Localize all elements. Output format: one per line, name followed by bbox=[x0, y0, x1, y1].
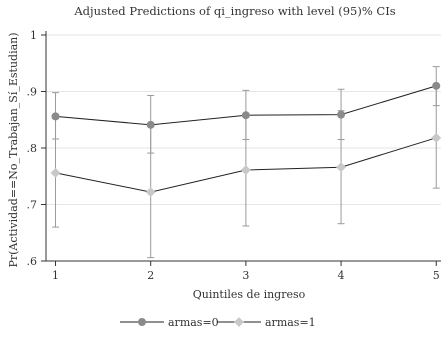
data-point bbox=[431, 132, 442, 143]
y-tick-label: .7 bbox=[27, 199, 38, 212]
chart-title: Adjusted Predictions of qi_ingreso with … bbox=[73, 4, 395, 18]
x-tick-label: 3 bbox=[242, 269, 249, 282]
legend-marker bbox=[138, 318, 146, 326]
y-tick-label: 1 bbox=[30, 29, 37, 42]
x-tick-label: 5 bbox=[433, 269, 440, 282]
y-ticks: .6 .7 .8 .9 1 bbox=[27, 29, 46, 268]
data-point bbox=[240, 165, 251, 175]
legend-label: armas=0 bbox=[168, 316, 219, 329]
x-tick-label: 2 bbox=[147, 269, 154, 282]
x-ticks: 1 2 3 4 5 bbox=[52, 261, 440, 282]
x-axis-label: Quintiles de ingreso bbox=[193, 288, 306, 301]
grid bbox=[46, 34, 441, 262]
x-tick-label: 4 bbox=[338, 269, 345, 282]
y-tick-label: .6 bbox=[27, 255, 38, 268]
data-point bbox=[336, 162, 346, 173]
data-point bbox=[50, 167, 61, 178]
series-markers bbox=[50, 81, 442, 197]
data-point bbox=[432, 81, 441, 90]
x-tick-label: 1 bbox=[52, 269, 59, 282]
data-point bbox=[146, 120, 155, 129]
legend-label: armas=1 bbox=[265, 316, 316, 329]
data-point bbox=[145, 187, 156, 197]
y-tick-label: .9 bbox=[27, 86, 38, 99]
y-tick-label: .8 bbox=[27, 142, 38, 155]
data-point bbox=[241, 111, 250, 120]
data-point bbox=[51, 112, 60, 121]
legend-marker bbox=[234, 317, 244, 327]
legend: armas=0 armas=1 bbox=[120, 316, 316, 329]
data-point bbox=[337, 110, 346, 119]
error-bars bbox=[52, 66, 440, 259]
y-axis-label: Pr(Actividad==No_Trabajan_Sí_Estudian) bbox=[7, 32, 20, 267]
axes bbox=[45, 31, 441, 262]
